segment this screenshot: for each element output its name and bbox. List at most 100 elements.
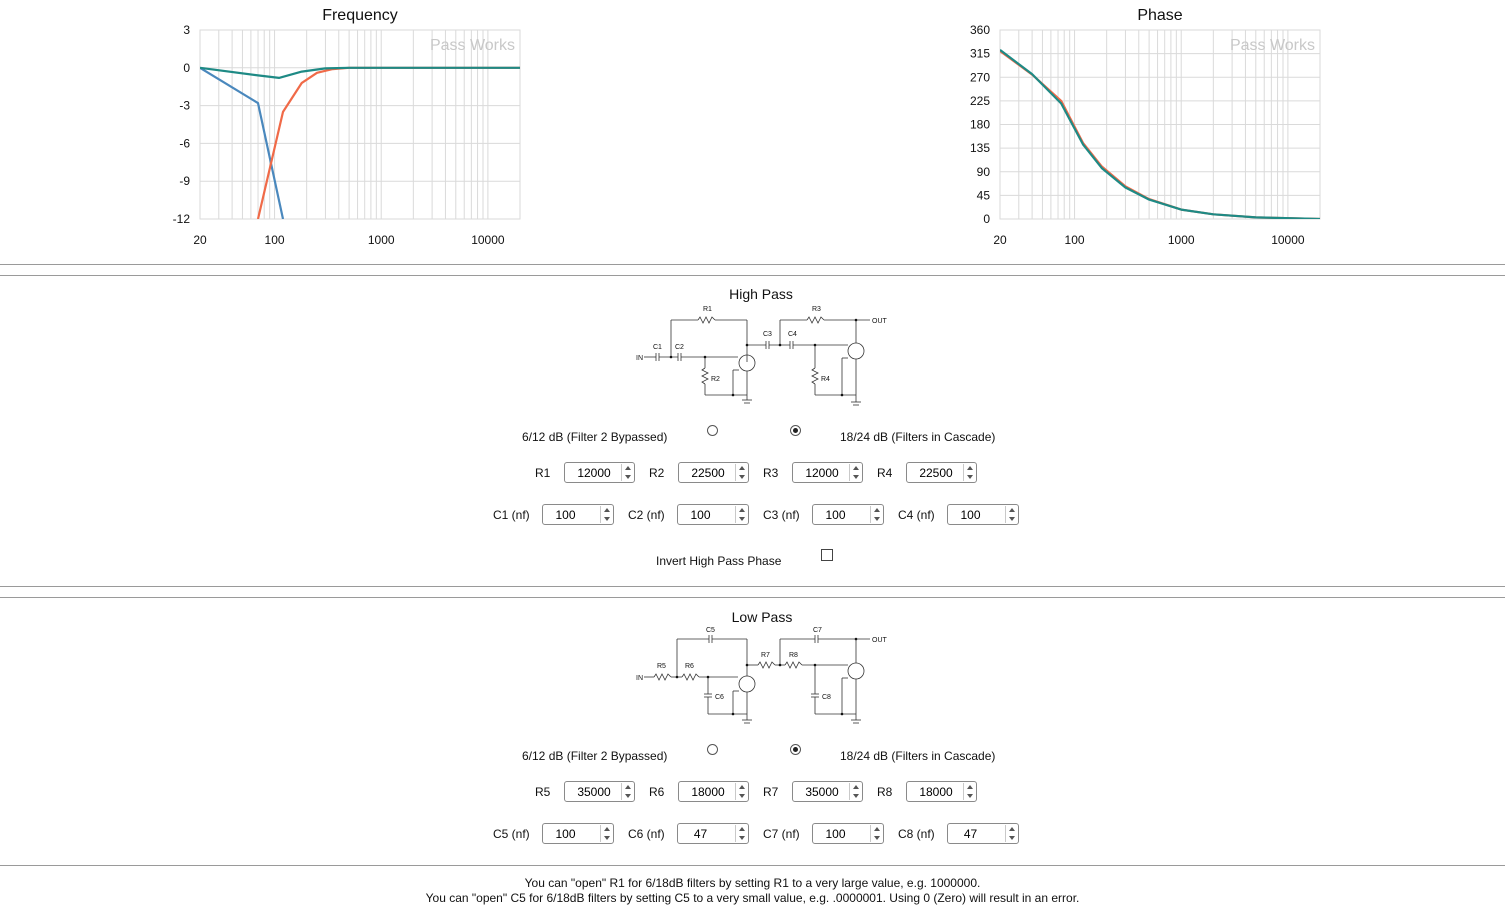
decrement-arrow-icon[interactable] [601,515,612,523]
r5-spinner[interactable] [564,781,635,802]
c5-stepper[interactable] [600,825,612,842]
r8-spinner[interactable] [906,781,977,802]
decrement-arrow-icon[interactable] [1006,515,1017,523]
c6-stepper[interactable] [735,825,747,842]
decrement-arrow-icon[interactable] [622,792,633,800]
c1-input[interactable] [543,505,588,524]
r1-stepper[interactable] [621,464,633,481]
c4-stepper[interactable] [1005,506,1017,523]
decrement-arrow-icon[interactable] [871,515,882,523]
c3-spinner[interactable] [812,504,884,525]
decrement-arrow-icon[interactable] [964,792,975,800]
circuit-label-c7: C7 [813,627,822,634]
decrement-arrow-icon[interactable] [850,792,861,800]
c5-input[interactable] [543,824,588,843]
r2-input[interactable] [679,463,737,482]
c1-stepper[interactable] [600,506,612,523]
note-c5: You can "open" C5 for 6/18dB filters by … [425,891,1080,905]
increment-arrow-icon[interactable] [1006,506,1017,514]
r8-input[interactable] [907,782,965,801]
c2-input[interactable] [678,505,723,524]
c2-stepper[interactable] [735,506,747,523]
r6-stepper[interactable] [735,783,747,800]
c1-spinner[interactable] [542,504,614,525]
increment-arrow-icon[interactable] [850,783,861,791]
r6-spinner[interactable] [678,781,749,802]
circuit-label-c4: C4 [788,331,797,338]
r5-input[interactable] [565,782,623,801]
r6-label: R6 [649,785,665,799]
c6-spinner[interactable] [677,823,749,844]
r8-stepper[interactable] [963,783,975,800]
divider [0,865,1505,866]
decrement-arrow-icon[interactable] [871,834,882,842]
frequency-chart: Frequency 3 0 -3 -6 -9 -12 20 100 1000 10000 Pass W… [160,0,540,255]
c6-input[interactable] [678,824,723,843]
lp-cascade-radio[interactable] [790,744,801,755]
r4-input[interactable] [907,463,965,482]
c3-stepper[interactable] [870,506,882,523]
phase-watermark: Pass Works [1230,37,1315,54]
r7-input[interactable] [793,782,851,801]
increment-arrow-icon[interactable] [622,783,633,791]
r1-label: R1 [535,466,551,480]
decrement-arrow-icon[interactable] [850,473,861,481]
decrement-arrow-icon[interactable] [622,473,633,481]
increment-arrow-icon[interactable] [871,825,882,833]
lp-bypassed-radio[interactable] [707,744,718,755]
frequency-y-tick-label: 3 [183,23,190,37]
circuit-label-r1: R1 [703,306,712,313]
hp-bypassed-radio[interactable] [707,425,718,436]
increment-arrow-icon[interactable] [601,506,612,514]
increment-arrow-icon[interactable] [601,825,612,833]
decrement-arrow-icon[interactable] [601,834,612,842]
c7-spinner[interactable] [812,823,884,844]
hp-cascade-radio[interactable] [790,425,801,436]
increment-arrow-icon[interactable] [736,783,747,791]
r3-input[interactable] [793,463,851,482]
c3-input[interactable] [813,505,858,524]
c2-spinner[interactable] [677,504,749,525]
r1-input[interactable] [565,463,623,482]
c2-label: C2 (nf) [628,508,665,522]
r2-stepper[interactable] [735,464,747,481]
increment-arrow-icon[interactable] [871,506,882,514]
r4-spinner[interactable] [906,462,977,483]
r5-stepper[interactable] [621,783,633,800]
c8-stepper[interactable] [1005,825,1017,842]
increment-arrow-icon[interactable] [964,464,975,472]
decrement-arrow-icon[interactable] [736,515,747,523]
r3-spinner[interactable] [792,462,863,483]
increment-arrow-icon[interactable] [622,464,633,472]
r6-input[interactable] [679,782,737,801]
r4-stepper[interactable] [963,464,975,481]
c8-input[interactable] [948,824,993,843]
divider [0,275,1505,276]
low-pass-circuit-diagram: IN OUT R5 R6 R7 R8 C5 C6 C7 C8 [636,627,888,724]
increment-arrow-icon[interactable] [736,464,747,472]
c6-label: C6 (nf) [628,827,665,841]
increment-arrow-icon[interactable] [736,825,747,833]
decrement-arrow-icon[interactable] [964,473,975,481]
decrement-arrow-icon[interactable] [736,834,747,842]
r7-stepper[interactable] [849,783,861,800]
increment-arrow-icon[interactable] [850,464,861,472]
decrement-arrow-icon[interactable] [736,792,747,800]
c8-spinner[interactable] [947,823,1019,844]
c7-stepper[interactable] [870,825,882,842]
c5-spinner[interactable] [542,823,614,844]
c7-input[interactable] [813,824,858,843]
circuit-label-in: IN [636,355,643,362]
r2-spinner[interactable] [678,462,749,483]
r3-stepper[interactable] [849,464,861,481]
increment-arrow-icon[interactable] [1006,825,1017,833]
decrement-arrow-icon[interactable] [1006,834,1017,842]
c4-input[interactable] [948,505,993,524]
decrement-arrow-icon[interactable] [736,473,747,481]
increment-arrow-icon[interactable] [736,506,747,514]
c4-spinner[interactable] [947,504,1019,525]
r7-spinner[interactable] [792,781,863,802]
increment-arrow-icon[interactable] [964,783,975,791]
invert-phase-checkbox[interactable] [821,549,833,561]
r1-spinner[interactable] [564,462,635,483]
